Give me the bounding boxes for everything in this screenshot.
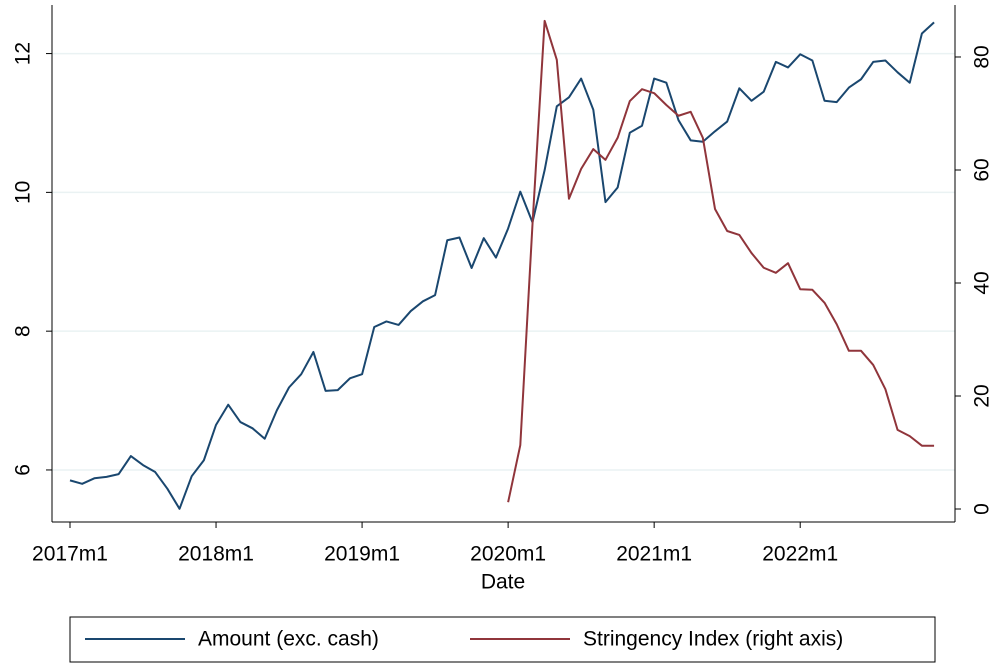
y-tick-label: 6 [12,464,35,476]
y-tick-label: 12 [12,42,35,65]
x-tick-label: 2017m1 [32,543,108,566]
y2-tick-label: 20 [971,384,994,407]
y2-tick-label: 0 [971,503,994,515]
legend-label: Amount (exc. cash) [198,628,379,651]
legend-box [69,616,936,663]
y2-tick-label: 40 [971,271,994,294]
x-tick-label: 2022m1 [762,543,838,566]
x-tick-label: 2020m1 [470,543,546,566]
series-line [69,21,935,510]
x-tick-label: 2018m1 [178,543,254,566]
x-tick-label: 2019m1 [324,543,400,566]
legend-label: Stringency Index (right axis) [583,628,843,651]
y2-tick-label: 60 [971,158,994,181]
y-tick-label: 8 [12,325,35,337]
y-tick-label: 10 [12,181,35,204]
x-tick-label: 2021m1 [616,543,692,566]
x-axis-title: Date [481,571,525,594]
y2-tick-label: 80 [971,45,994,68]
series-line [507,19,935,503]
